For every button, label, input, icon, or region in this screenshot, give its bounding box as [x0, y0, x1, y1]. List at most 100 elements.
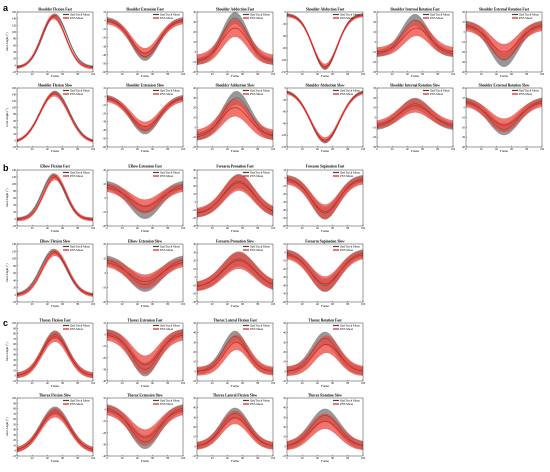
y-tick-label: 80: [13, 190, 16, 193]
panel-title: Forearm Pronation Fast: [216, 165, 254, 169]
x-tick-label: 60: [151, 73, 154, 76]
y-tick-label: -20: [461, 126, 465, 129]
y-tick-label: 20: [13, 364, 16, 367]
pns-mean-line: [377, 105, 453, 125]
section-letter-b: b: [3, 163, 9, 173]
y-tick-label: 30: [13, 434, 16, 437]
x-tick-label: 40: [226, 457, 229, 460]
pns-mean-line: [17, 412, 93, 450]
legend-label-pns: PNS Mean: [340, 402, 354, 406]
pns-sd-band: [287, 413, 363, 451]
pns-mean-line: [107, 410, 183, 438]
y-tick-label: 120: [12, 250, 17, 253]
y-tick-label: -20: [192, 217, 196, 220]
x-tick-label: 100: [271, 382, 276, 385]
x-tick-label: 0: [106, 148, 108, 151]
x-tick-label: 60: [331, 303, 334, 306]
panel-title: Thorax Flexion Slow: [39, 394, 71, 398]
y-tick-label: 0: [105, 20, 107, 23]
y-tick-label: 0: [285, 251, 287, 254]
x-tick-label: 40: [46, 73, 49, 76]
y-tick-label: 20: [13, 133, 16, 136]
optitrack-mean-line: [107, 184, 183, 213]
pns-sd-band: [107, 405, 183, 446]
legend-label-pns: PNS Mean: [340, 327, 354, 331]
pns-mean-line: [107, 334, 183, 366]
x-tick-label: 20: [121, 227, 124, 230]
y-tick-label: -20: [12, 71, 16, 74]
y-tick-label: 20: [193, 426, 196, 429]
legend-label-pns: PNS Mean: [519, 92, 533, 96]
y-tick-label: 30: [193, 416, 196, 419]
pns-mean-line: [17, 93, 93, 142]
y-tick-label: -30: [372, 71, 376, 74]
y-tick-label: 120: [12, 176, 17, 179]
x-tick-label: 40: [316, 227, 319, 230]
y-tick-label: -40: [102, 380, 106, 383]
y-tick-label: 40: [193, 11, 196, 14]
plot-frame: [106, 322, 184, 382]
x-axis-label: Frame: [500, 149, 509, 153]
y-tick-label: 10: [193, 436, 196, 439]
pns-mean-line: [287, 254, 363, 285]
x-tick-label: 80: [166, 303, 169, 306]
y-tick-label: -10: [282, 260, 286, 263]
x-tick-label: 40: [46, 382, 49, 385]
pns-mean-line: [287, 420, 363, 446]
x-tick-label: 60: [151, 148, 154, 151]
pns-sd-band: [197, 174, 273, 218]
x-axis-label: Frame: [51, 384, 60, 388]
y-tick-label: -120: [281, 134, 287, 137]
y-tick-label: 0: [285, 11, 287, 14]
y-tick-label: 40: [13, 51, 16, 54]
legend-label-optitrack: OptiTrack Mean: [70, 399, 90, 403]
x-tick-label: 0: [376, 73, 378, 76]
x-tick-label: 40: [406, 148, 409, 151]
legend-label-optitrack: OptiTrack Mean: [70, 171, 90, 175]
y-tick-label: -10: [192, 61, 196, 64]
legend-label-optitrack: OptiTrack Mean: [160, 171, 180, 175]
y-tick-label: 30: [193, 97, 196, 100]
x-axis-label: Frame: [321, 149, 330, 153]
x-tick-label: 80: [76, 382, 79, 385]
x-tick-label: 100: [91, 73, 96, 76]
x-tick-label: 100: [91, 382, 96, 385]
y-tick-label: -20: [102, 432, 106, 435]
chart-panel: Shoulder Internal Rotation Slow -30 -20 -10…: [372, 84, 455, 154]
y-axis-label: Joint Angle (°): [5, 264, 9, 283]
x-tick-label: 40: [136, 227, 139, 230]
x-tick-label: 40: [46, 227, 49, 230]
panel-title: Forearm Supination Slow: [305, 240, 345, 244]
y-tick-label: 60: [13, 418, 16, 421]
plot-frame: [16, 87, 94, 148]
y-tick-label: -10: [102, 287, 106, 290]
section-letter-c: c: [3, 318, 8, 328]
x-tick-label: 0: [106, 73, 108, 76]
chart-panel: Elbow Flexion Slow-200204060801001201400…: [5, 240, 96, 309]
legend-label-optitrack: OptiTrack Mean: [430, 89, 450, 93]
panel-title: Shoulder Abduction Fast: [306, 8, 345, 12]
panel-title: Elbow Extension Fast: [128, 165, 162, 169]
x-tick-label: 20: [301, 73, 304, 76]
y-tick-label: -10: [192, 209, 196, 212]
legend-label-pns: PNS Mean: [250, 402, 264, 406]
y-axis-label: Joint Angle (°): [5, 343, 9, 362]
y-tick-label: 10: [193, 41, 196, 44]
y-tick-label: -10: [102, 28, 106, 31]
y-tick-label: -30: [461, 61, 465, 64]
legend-label-optitrack: OptiTrack Mean: [250, 171, 270, 175]
legend-label-pns: PNS Mean: [70, 402, 84, 406]
x-tick-label: 100: [361, 73, 366, 76]
x-tick-label: 60: [151, 227, 154, 230]
x-tick-label: 80: [436, 148, 439, 151]
y-tick-label: 30: [373, 11, 376, 14]
x-tick-label: 40: [226, 303, 229, 306]
y-tick-label: -40: [102, 129, 106, 132]
optitrack-mean-line: [17, 251, 93, 295]
x-tick-label: 60: [61, 457, 64, 460]
